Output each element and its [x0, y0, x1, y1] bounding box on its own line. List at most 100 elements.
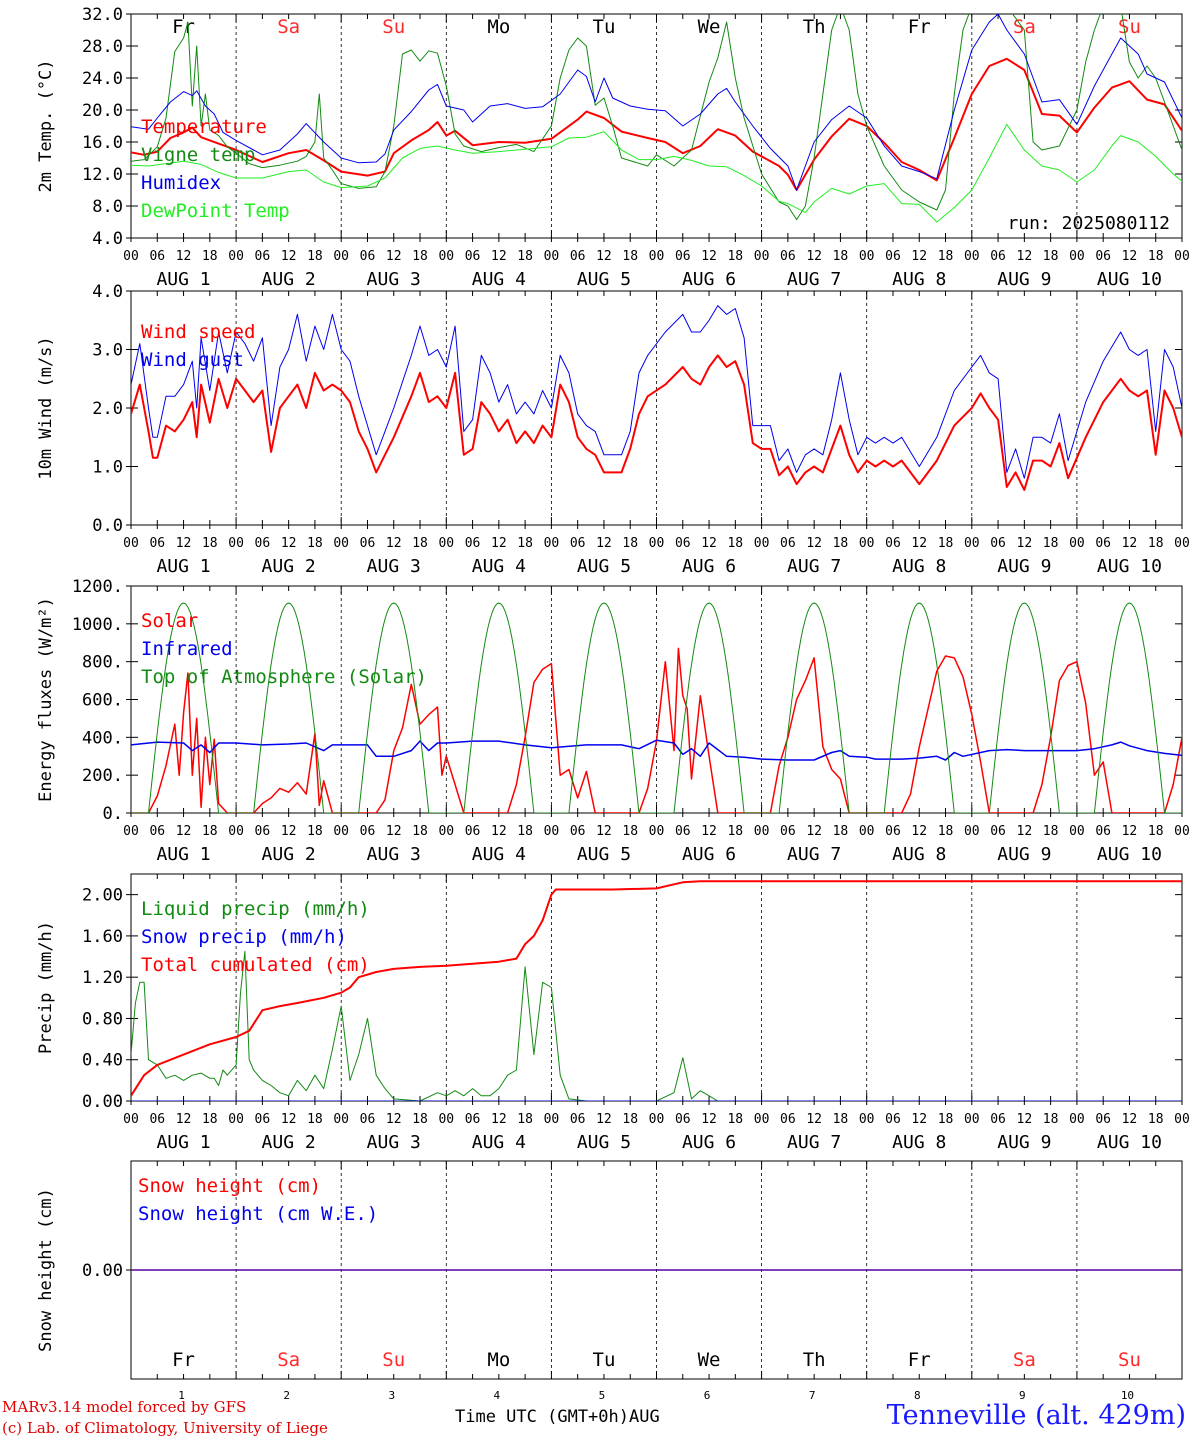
x-hour-label: 00 — [964, 536, 980, 551]
x-hour-label: 00 — [544, 824, 560, 839]
x-hour-label: 12 — [281, 536, 297, 551]
x-hour-label: 12 — [1017, 1112, 1033, 1127]
x-hour-label: 06 — [465, 249, 481, 264]
run-label: run: 2025080112 — [1007, 213, 1170, 234]
day-number-label: 1 — [178, 1389, 185, 1402]
legend-label: Top of Atmosphere (Solar) — [141, 666, 427, 688]
x-hour-label: 18 — [727, 536, 743, 551]
y-tick-label: 0.0 — [92, 516, 123, 536]
x-hour-label: 18 — [517, 249, 533, 264]
x-date-label: AUG 9 — [997, 1132, 1051, 1153]
x-hour-label: 00 — [1174, 536, 1190, 551]
legend-label: Wind speed — [141, 321, 255, 343]
x-hour-label: 18 — [1148, 536, 1164, 551]
x-hour-label: 06 — [149, 249, 165, 264]
day-number-label: 4 — [494, 1389, 501, 1402]
x-hour-label: 18 — [412, 824, 428, 839]
x-hour-label: 12 — [1122, 536, 1138, 551]
x-axis-title: Time UTC (GMT+0h)AUG — [455, 1407, 660, 1427]
x-hour-label: 00 — [1069, 536, 1085, 551]
x-date-label: AUG 10 — [1097, 1132, 1162, 1153]
y-axis-title: 10m Wind (m/s) — [36, 336, 56, 479]
x-date-label: AUG 1 — [156, 1132, 210, 1153]
x-hour-label: 12 — [596, 536, 612, 551]
x-hour-label: 06 — [255, 536, 271, 551]
y-tick-label: 200. — [82, 766, 123, 786]
x-hour-label: 12 — [701, 249, 717, 264]
x-hour-label: 00 — [228, 249, 244, 264]
legend-label: Humidex — [141, 172, 221, 194]
x-hour-label: 00 — [438, 249, 454, 264]
legend-label: DewPoint Temp — [141, 200, 290, 222]
x-hour-label: 12 — [1017, 536, 1033, 551]
x-hour-label: 12 — [911, 1112, 927, 1127]
x-hour-label: 00 — [123, 249, 139, 264]
x-date-label: AUG 9 — [997, 556, 1051, 577]
x-hour-label: 12 — [806, 824, 822, 839]
x-date-label: AUG 6 — [682, 269, 736, 290]
weekday-label: Sa — [277, 16, 300, 38]
x-hour-label: 12 — [806, 249, 822, 264]
y-tick-label: 32.0 — [82, 5, 123, 25]
station-name: Tenneville (alt. 429m) — [886, 1400, 1186, 1431]
y-tick-label: 4.0 — [92, 229, 123, 249]
y-tick-label: 3.0 — [92, 341, 123, 361]
series-line-top-of-atmosphere-solar- — [131, 602, 1182, 813]
copyright-credit: (c) Lab. of Climatology, University of L… — [2, 1419, 328, 1437]
x-hour-label: 12 — [911, 536, 927, 551]
x-date-label: AUG 7 — [787, 556, 841, 577]
x-hour-label: 18 — [307, 824, 323, 839]
day-number-label: 9 — [1019, 1389, 1026, 1402]
y-axis-title: 2m Temp. (°C) — [36, 59, 56, 192]
x-hour-label: 12 — [176, 536, 192, 551]
day-number-label: 5 — [599, 1389, 606, 1402]
legend-label: Liquid precip (mm/h) — [141, 898, 370, 920]
legend-label: Vigne temp — [141, 144, 255, 166]
x-hour-label: 12 — [1122, 824, 1138, 839]
x-hour-label: 00 — [1174, 824, 1190, 839]
x-hour-label: 12 — [386, 824, 402, 839]
x-hour-label: 18 — [727, 249, 743, 264]
x-hour-label: 00 — [333, 536, 349, 551]
day-number-label: 8 — [914, 1389, 921, 1402]
legend-label: Infrared — [141, 638, 233, 660]
weekday-label: Fr — [172, 1349, 195, 1371]
x-hour-label: 18 — [938, 824, 954, 839]
x-hour-label: 12 — [596, 1112, 612, 1127]
y-tick-label: 400. — [82, 728, 123, 748]
x-date-label: AUG 8 — [892, 269, 946, 290]
x-axis-label: Time UTC (GMT+0h) — [455, 1407, 629, 1427]
x-hour-label: 18 — [202, 249, 218, 264]
x-hour-label: 18 — [412, 1112, 428, 1127]
x-hour-label: 06 — [570, 536, 586, 551]
panel-wind: 0.0 1.0 2.0 3.0 4.0 10m Wind (m/s) 00 06 12 18 AUG… — [36, 282, 1190, 577]
x-hour-label: 06 — [780, 536, 796, 551]
y-tick-label: 0.80 — [82, 1009, 123, 1029]
x-hour-label: 18 — [622, 824, 638, 839]
x-hour-label: 00 — [438, 536, 454, 551]
panel-temp: 4.0 8.0 12.0 16.0 20.0 24.0 28.0 32.0 2m Temp. (… — [36, 5, 1190, 290]
weekday-label: Tu — [593, 16, 616, 38]
x-date-label: AUG 10 — [1097, 269, 1162, 290]
x-hour-label: 00 — [333, 249, 349, 264]
x-hour-label: 18 — [1043, 1112, 1059, 1127]
x-axis-month: AUG — [629, 1407, 660, 1427]
x-hour-label: 00 — [1174, 249, 1190, 264]
x-hour-label: 12 — [911, 249, 927, 264]
x-hour-label: 06 — [885, 249, 901, 264]
x-hour-label: 00 — [754, 536, 770, 551]
y-tick-label: 2.0 — [92, 399, 123, 419]
x-hour-label: 00 — [123, 824, 139, 839]
x-hour-label: 18 — [833, 824, 849, 839]
x-hour-label: 06 — [465, 536, 481, 551]
y-tick-label: 8.0 — [92, 197, 123, 217]
x-date-label: AUG 2 — [262, 1132, 316, 1153]
series-line-infrared — [131, 739, 1182, 761]
x-hour-label: 06 — [675, 536, 691, 551]
x-hour-label: 00 — [859, 249, 875, 264]
x-hour-label: 18 — [1148, 249, 1164, 264]
x-date-label: AUG 1 — [156, 844, 210, 865]
weekday-label: Su — [382, 1349, 405, 1371]
x-hour-label: 00 — [964, 824, 980, 839]
x-hour-label: 06 — [255, 1112, 271, 1127]
